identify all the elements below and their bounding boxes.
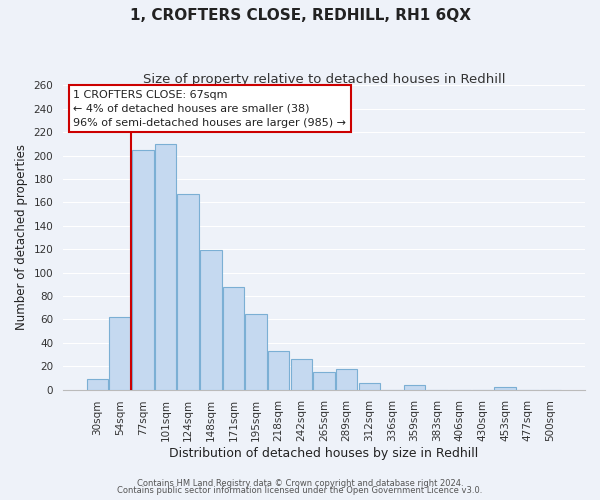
- Text: Contains public sector information licensed under the Open Government Licence v3: Contains public sector information licen…: [118, 486, 482, 495]
- Bar: [336, 368, 358, 390]
- Bar: [313, 372, 335, 390]
- Bar: [245, 314, 267, 390]
- Text: 1, CROFTERS CLOSE, REDHILL, RH1 6QX: 1, CROFTERS CLOSE, REDHILL, RH1 6QX: [130, 8, 470, 22]
- Bar: [290, 359, 312, 390]
- Bar: [87, 379, 108, 390]
- Bar: [132, 150, 154, 390]
- Title: Size of property relative to detached houses in Redhill: Size of property relative to detached ho…: [143, 72, 505, 86]
- Bar: [178, 194, 199, 390]
- Bar: [200, 250, 221, 390]
- Bar: [268, 351, 289, 390]
- Bar: [359, 382, 380, 390]
- Bar: [109, 317, 131, 390]
- Y-axis label: Number of detached properties: Number of detached properties: [15, 144, 28, 330]
- Bar: [155, 144, 176, 390]
- Bar: [404, 385, 425, 390]
- Bar: [223, 286, 244, 390]
- X-axis label: Distribution of detached houses by size in Redhill: Distribution of detached houses by size …: [169, 447, 479, 460]
- Text: 1 CROFTERS CLOSE: 67sqm
← 4% of detached houses are smaller (38)
96% of semi-det: 1 CROFTERS CLOSE: 67sqm ← 4% of detached…: [73, 90, 346, 128]
- Bar: [494, 388, 516, 390]
- Text: Contains HM Land Registry data © Crown copyright and database right 2024.: Contains HM Land Registry data © Crown c…: [137, 478, 463, 488]
